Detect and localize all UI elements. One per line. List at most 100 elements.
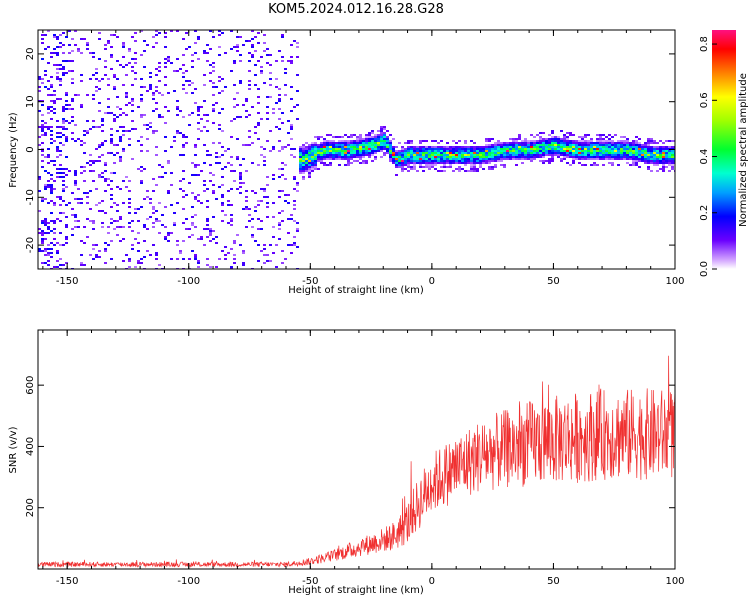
spectrogram-cell (71, 214, 74, 216)
spectrogram-cell (113, 114, 116, 116)
spectrogram-cell (296, 222, 299, 224)
spectrogram-cell (596, 152, 599, 154)
spectrogram-cell (368, 154, 371, 156)
spectrogram-cell (314, 144, 317, 146)
spectrogram-cell (188, 258, 191, 260)
spectrogram-cell (455, 162, 458, 164)
spectrogram-cell (353, 152, 356, 154)
spectrogram-cell (170, 204, 173, 206)
spectrogram-cell (56, 156, 59, 158)
spectrogram-cell (506, 144, 509, 146)
spectrogram-cell (416, 148, 419, 150)
spectrogram-cell (65, 128, 68, 130)
spectrogram-cell (470, 162, 473, 164)
spectrogram-cell (452, 148, 455, 150)
spectrogram-cell (128, 180, 131, 182)
spectrogram-cell (302, 166, 305, 168)
spectrogram-cell (536, 134, 539, 136)
spectrogram-cell (257, 164, 260, 166)
spectrogram-cell (62, 244, 65, 246)
spectrogram-cell (392, 148, 395, 150)
spectrogram-cell (173, 224, 176, 226)
spectrogram-cell (170, 146, 173, 148)
spectrogram-y-axis-label: Frequency (Hz) (8, 112, 19, 188)
spectrogram-cell (263, 262, 266, 264)
spectrogram-cell (287, 194, 290, 196)
spectrogram-cell (95, 244, 98, 246)
spectrogram-cell (74, 214, 77, 216)
spectrogram-cell (53, 244, 56, 246)
colorbar: 0.00.20.40.60.8 Normalized spectral ampl… (699, 30, 749, 277)
spectrogram-cell (599, 142, 602, 144)
spectrogram-cell (443, 156, 446, 158)
spectrogram-cell (101, 142, 104, 144)
spectrogram-cell (107, 98, 110, 100)
spectrogram-cell (305, 166, 308, 168)
spectrogram-cell (98, 144, 101, 146)
spectrogram-cell (155, 154, 158, 156)
spectrogram-cell (131, 98, 134, 100)
spectrogram-cell (626, 162, 629, 164)
spectrogram-cell (578, 144, 581, 146)
spectrogram-cell (431, 148, 434, 150)
spectrogram-cell (272, 216, 275, 218)
spectrogram-cell (254, 126, 257, 128)
spectrogram-cell (50, 160, 53, 162)
spectrogram-cell (464, 150, 467, 152)
spectrogram-cell (524, 148, 527, 150)
spectrogram-cell (368, 152, 371, 154)
spectrogram-cell (53, 222, 56, 224)
spectrogram-cell (119, 114, 122, 116)
spectrogram-cell (44, 262, 47, 264)
spectrogram-cell (254, 192, 257, 194)
spectrogram-cell (656, 148, 659, 150)
spectrogram-cell (479, 162, 482, 164)
spectrogram-cell (476, 156, 479, 158)
spectrogram-cell (455, 154, 458, 156)
spectrogram-cell (662, 150, 665, 152)
spectrogram-cell (668, 152, 671, 154)
spectrogram-cell (350, 156, 353, 158)
spectrogram-cell (296, 118, 299, 120)
spectrogram-cell (113, 162, 116, 164)
spectrogram-cell (290, 126, 293, 128)
spectrogram-cell (635, 148, 638, 150)
spectrogram-cell (185, 218, 188, 220)
spectrogram-cell (635, 136, 638, 138)
spectrogram-cell (449, 164, 452, 166)
spectrogram-cell (71, 100, 74, 102)
spectrogram-cell (296, 74, 299, 76)
spectrogram-cell (293, 220, 296, 222)
spectrogram-cell (608, 138, 611, 140)
spectrogram-cell (218, 142, 221, 144)
spectrogram-cell (473, 150, 476, 152)
spectrogram-cell (314, 146, 317, 148)
spectrogram-cell (560, 152, 563, 154)
spectrogram-cell (341, 146, 344, 148)
spectrogram-cell (266, 184, 269, 186)
spectrogram-cell (518, 150, 521, 152)
spectrogram-cell (134, 266, 137, 268)
spectrogram-cell (494, 150, 497, 152)
spectrogram-cell (170, 62, 173, 64)
spectrogram-cell (281, 112, 284, 114)
spectrogram-cell (437, 154, 440, 156)
spectrogram-cell (134, 62, 137, 64)
spectrogram-cell (164, 206, 167, 208)
spectrogram-cell (392, 154, 395, 156)
spectrogram-cell (440, 152, 443, 154)
spectrogram-cell (119, 158, 122, 160)
spectrogram-cell (557, 144, 560, 146)
spectrogram-cell (527, 158, 530, 160)
spectrogram-cell (401, 168, 404, 170)
spectrogram-cell (281, 122, 284, 124)
spectrogram-cell (641, 146, 644, 148)
spectrogram-cell (653, 154, 656, 156)
spectrogram-cell (221, 78, 224, 80)
spectrogram-cell (380, 144, 383, 146)
spectrogram-cell (254, 74, 257, 76)
spectrogram-cell (53, 180, 56, 182)
spectrogram-cell (206, 218, 209, 220)
spectrogram-cell (263, 244, 266, 246)
spectrogram-cell (614, 134, 617, 136)
